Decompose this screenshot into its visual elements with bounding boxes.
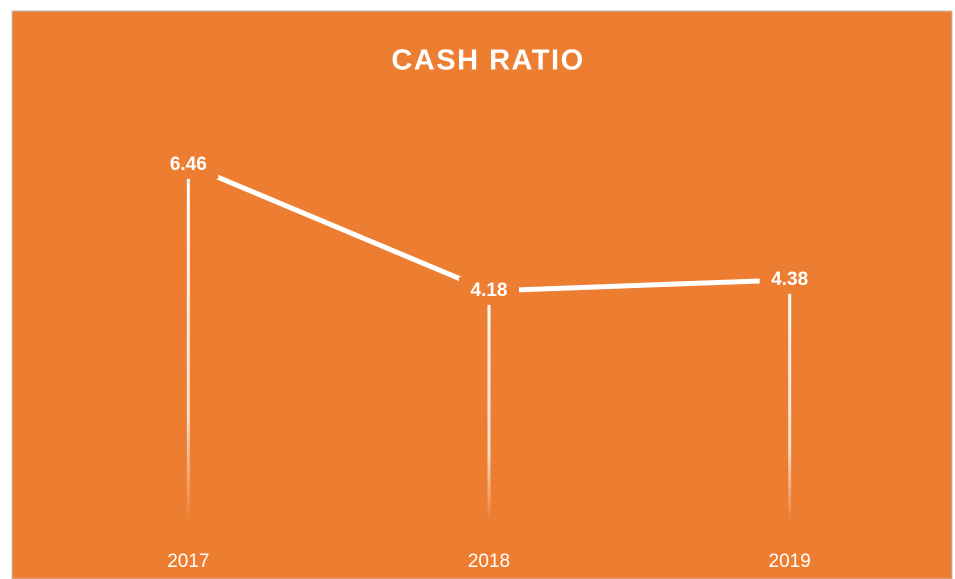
data-label-background — [158, 150, 219, 179]
data-label-group: 6.46 — [158, 150, 219, 179]
x-tick-label: 2017 — [167, 551, 209, 572]
data-label-background — [759, 265, 820, 294]
data-label-background — [459, 276, 519, 305]
data-label-group: 4.18 — [459, 276, 519, 305]
data-label: 6.46 — [170, 154, 207, 175]
drop-line — [186, 164, 190, 522]
x-tick-label: 2019 — [769, 551, 811, 572]
data-label: 4.18 — [471, 280, 508, 301]
data-label-group: 4.38 — [759, 265, 820, 294]
x-tick-label: 2018 — [468, 551, 510, 572]
chart-title: CASH RATIO — [391, 45, 584, 77]
drop-line — [487, 290, 491, 522]
drop-line — [788, 279, 792, 522]
data-label: 4.38 — [771, 269, 808, 290]
